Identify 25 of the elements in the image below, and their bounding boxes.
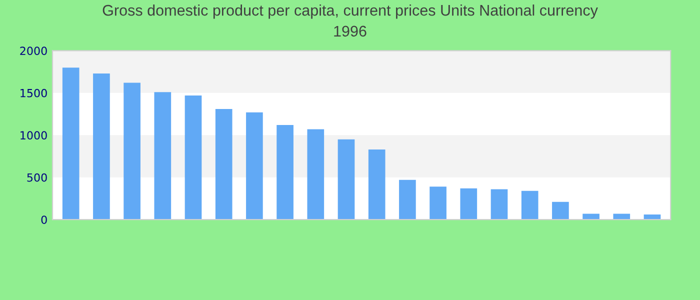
y-tick-label: 1500 — [20, 88, 47, 98]
bar — [62, 68, 80, 220]
bar — [93, 74, 110, 220]
bar — [276, 125, 294, 220]
y-tick-label: 500 — [27, 173, 47, 182]
bar — [552, 202, 569, 220]
bar — [307, 129, 324, 220]
bar — [368, 150, 386, 220]
y-tick-label: 0 — [41, 216, 47, 224]
bar — [582, 214, 600, 220]
y-tick-label: 2000 — [20, 46, 47, 56]
bar — [338, 139, 355, 220]
bar — [521, 190, 538, 220]
bar — [460, 188, 478, 220]
y-tick-label: 1000 — [20, 131, 47, 140]
bar — [613, 214, 630, 220]
bar — [430, 186, 446, 220]
bar — [490, 189, 508, 220]
bar — [184, 95, 202, 220]
bar — [154, 92, 172, 220]
bar — [124, 82, 140, 220]
bar — [215, 108, 232, 220]
bar — [399, 180, 416, 220]
bar — [246, 112, 263, 220]
chart-title: Gross domestic product per capita, current prices Units National currency 1996 — [102, 4, 598, 37]
